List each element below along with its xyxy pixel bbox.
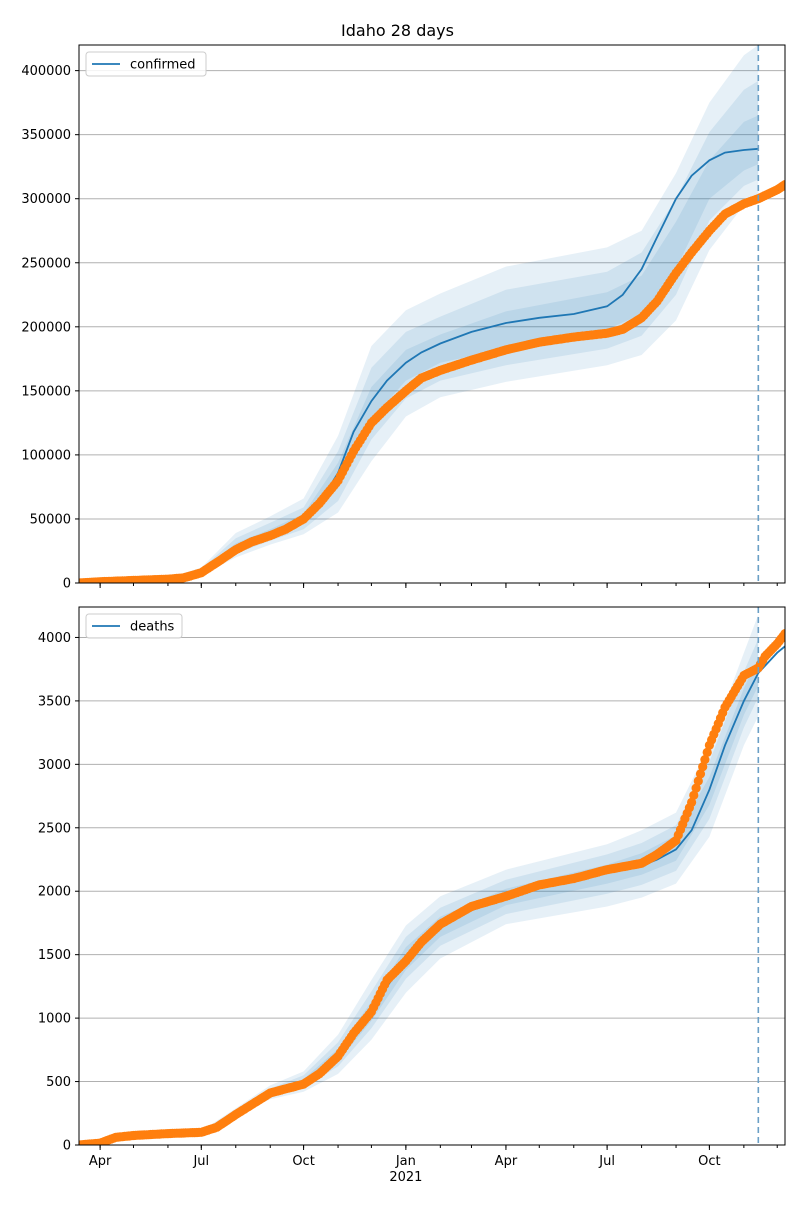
- fit-line: [79, 645, 785, 1145]
- observed-point: [780, 180, 785, 190]
- observed-point: [698, 762, 708, 772]
- y-tick-label: 200000: [21, 320, 71, 335]
- y-tick-label: 250000: [21, 256, 71, 271]
- observed-point: [691, 783, 701, 793]
- observed-point: [689, 790, 699, 800]
- observed-point: [695, 769, 706, 779]
- observed-point: [780, 629, 785, 639]
- deaths-panel: 0 500 1000 1500 2000 2500 3000 3500 4000 Apr Jul Oc…: [38, 606, 786, 1185]
- observed-point: [687, 797, 697, 808]
- y-tick-label: 1000: [38, 1012, 71, 1027]
- y-tick-label: 400000: [21, 64, 71, 79]
- y-tick-label: 500: [46, 1075, 71, 1090]
- confirmed-panel: 0 50000 100000 150000 200000 250000 300000 3500…: [21, 44, 786, 592]
- y-tick-label: 350000: [21, 128, 71, 143]
- y-tick-label: 0: [63, 577, 71, 592]
- x-tick-label: Apr: [89, 1154, 112, 1169]
- y-tick-label: 4000: [38, 631, 71, 646]
- y-tick-label: 2000: [38, 885, 71, 900]
- plot-area: [79, 614, 785, 1145]
- observed-series: [79, 180, 785, 583]
- band-middle: [79, 80, 759, 583]
- y-tick-label: 3500: [38, 694, 71, 709]
- band-outer: [79, 614, 759, 1145]
- plot-area: [79, 45, 785, 583]
- x-tick-label: Apr: [495, 1154, 518, 1169]
- x-tick-label: Jul: [192, 1154, 209, 1169]
- band-outer: [79, 45, 759, 583]
- y-tick-label: 1500: [38, 948, 71, 963]
- chart-title: Idaho 28 days: [341, 21, 454, 40]
- legend-label: confirmed: [130, 58, 196, 73]
- axes-frame: [78, 44, 786, 584]
- legend-label: deaths: [130, 620, 175, 635]
- x-tick-label: Jan: [395, 1154, 416, 1169]
- band-middle: [79, 638, 759, 1145]
- legend: deaths: [85, 613, 183, 639]
- y-tick-label: 3000: [38, 758, 71, 773]
- observed-point: [693, 776, 703, 786]
- y-tick-label: 300000: [21, 192, 71, 207]
- y-tick-label: 150000: [21, 384, 71, 399]
- y-tick-label: 50000: [30, 512, 71, 527]
- legend-box: [85, 51, 207, 77]
- y-tick-label: 0: [63, 1139, 71, 1154]
- x-year-label: 2021: [389, 1170, 422, 1185]
- y-tick-label: 100000: [21, 448, 71, 463]
- x-tick-label: Jul: [598, 1154, 615, 1169]
- axes-frame: [78, 606, 786, 1146]
- x-tick-label: Oct: [698, 1154, 720, 1169]
- band-inner: [79, 657, 759, 1145]
- x-tick-label: Oct: [292, 1154, 314, 1169]
- y-tick-label: 2500: [38, 821, 71, 836]
- band-inner: [79, 115, 759, 583]
- legend: confirmed: [85, 51, 207, 77]
- observed-series: [79, 629, 785, 1145]
- legend-box: [85, 613, 183, 639]
- observed-point: [700, 755, 710, 765]
- observed-point: [702, 747, 712, 758]
